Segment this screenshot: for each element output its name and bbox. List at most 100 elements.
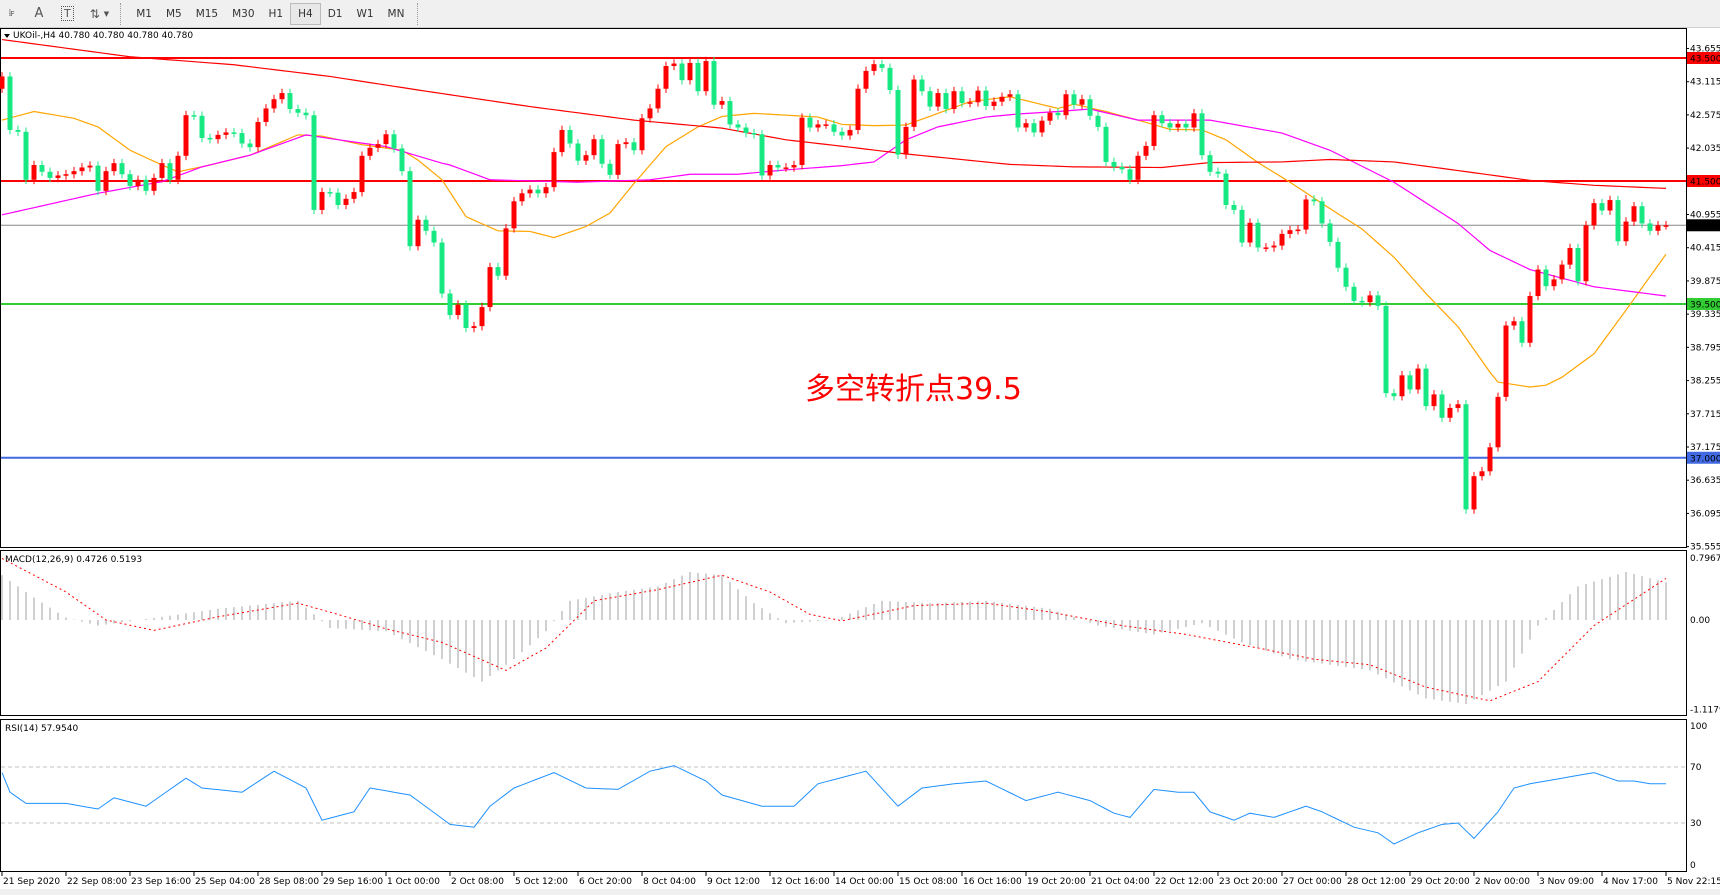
candle-body [799,117,805,166]
candle [551,147,557,192]
candle-body [1311,199,1317,202]
candle-body [1215,171,1221,174]
candle-body [1007,94,1013,97]
candle [663,61,669,94]
candle [303,108,309,120]
candle-body [1231,204,1237,210]
candle-body [375,144,381,148]
candle-body [183,115,189,156]
candle [831,120,837,137]
candle-body [159,163,165,178]
candle [175,151,181,185]
candle [1623,217,1629,246]
candle [1135,151,1141,185]
price-tick-label: 37.715 [1690,410,1720,420]
rsi-tick-label: 0 [1690,861,1696,871]
moving-average-line [1,108,1667,297]
candle-body [391,134,397,149]
candle-body [95,165,101,191]
price-tick-label: 36.635 [1690,476,1720,486]
timeframe-h4[interactable]: H4 [290,2,321,25]
timeframe-m15[interactable]: M15 [195,7,219,20]
candle-body [495,267,501,276]
candle [775,160,781,172]
candle [743,123,749,138]
candle [487,262,493,312]
candle-body [1111,161,1117,167]
candle-body [583,155,589,161]
candle-body [903,126,909,155]
timeframe-h1[interactable]: H1 [268,7,284,20]
candle-body [823,124,829,126]
candle [327,187,333,197]
candle [455,300,461,320]
candle [783,163,789,172]
arrows-icon[interactable]: ⇅ ▼ [89,6,110,21]
candle [447,289,453,320]
candle [463,300,469,333]
candle-body [1511,321,1517,326]
candle [1007,89,1013,102]
macd-tick-label: 0.7967 [1690,554,1720,564]
price-tick-label: 36.095 [1690,509,1720,519]
candle [1167,118,1173,132]
price-tag [1687,175,1720,188]
candle [1487,442,1493,476]
candle-body [1567,248,1573,265]
candle-body [1023,123,1029,128]
candle-body [1535,269,1541,297]
price-tick-label: 40.955 [1690,211,1720,221]
candle [543,182,549,198]
timeframe-m1[interactable]: M1 [136,7,152,20]
candle [1503,321,1509,402]
candle [495,262,501,281]
candle [599,134,605,169]
candle [375,139,381,153]
candle-body [719,101,725,105]
chevron-down-icon[interactable]: ▼ [103,9,110,18]
candle-body [1127,169,1133,180]
candle-body [975,90,981,103]
candle-body [863,70,869,89]
candle [287,88,293,114]
candle [847,125,853,140]
candle-body [711,61,717,105]
candle [1455,399,1461,413]
candle-body [63,174,69,176]
candle-body [1167,123,1173,128]
timeframe-m30[interactable]: M30 [232,7,255,20]
time-tick-label: 1 Oct 00:00 [387,877,440,887]
candle-body [1551,279,1557,287]
macd-title: MACD(12,26,9) 0.4726 0.5193 [5,555,142,565]
candle [935,88,941,111]
candle [1047,108,1053,126]
candle-body [1607,200,1613,211]
rsi-panel [0,719,1687,872]
candle-body [439,242,445,294]
candle [143,175,149,196]
candle-body [135,179,141,186]
candle-body [383,134,389,145]
candle [295,104,301,118]
text-label-icon[interactable]: T [56,3,79,25]
timeframe-mn[interactable]: MN [387,7,405,20]
candle [839,127,845,140]
time-tick-label: 22 Oct 12:00 [1155,877,1214,887]
timeframe-m5[interactable]: M5 [165,7,182,20]
candle [1247,218,1253,247]
candle-body [1471,476,1477,510]
period-separator-icon[interactable]: ⁞ F [8,8,14,19]
candle-body [1223,173,1229,205]
timeframe-w1[interactable]: W1 [356,7,374,20]
candle-body [887,67,893,90]
timeframe-d1[interactable]: D1 [327,7,343,20]
candle [591,134,597,160]
toolbar-separator [417,2,420,25]
text-icon[interactable]: A [34,6,44,21]
candle [231,128,237,138]
candle [759,129,765,180]
candle-body [1359,300,1365,303]
candle [135,175,141,191]
candle-body [1663,225,1669,227]
